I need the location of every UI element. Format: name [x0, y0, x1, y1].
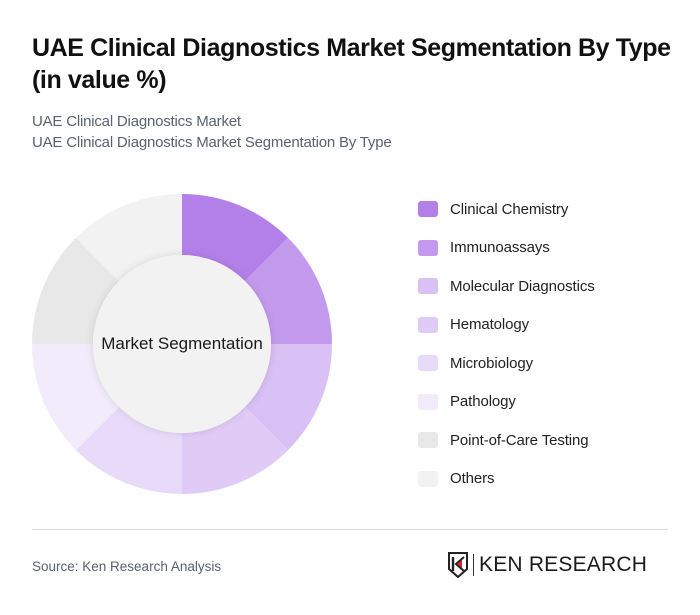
legend-swatch-icon — [418, 278, 438, 294]
legend-label: Microbiology — [450, 354, 533, 372]
legend-item[interactable]: Microbiology — [418, 353, 595, 373]
legend-swatch-icon — [418, 201, 438, 217]
donut-slice[interactable] — [32, 344, 120, 451]
legend-item[interactable]: Others — [418, 469, 595, 489]
legend-swatch-icon — [418, 393, 438, 410]
legend-swatch-icon — [418, 316, 438, 333]
donut-slice[interactable] — [75, 194, 182, 282]
subtitle-market: UAE Clinical Diagnostics Market — [32, 113, 241, 130]
logo-separator — [473, 554, 474, 576]
donut-chart-svg — [32, 194, 332, 494]
legend-swatch-icon — [418, 432, 438, 448]
legend-item[interactable]: Hematology — [418, 315, 595, 335]
donut-slice[interactable] — [32, 237, 120, 344]
legend-label: Molecular Diagnostics — [450, 277, 595, 295]
donut-slice[interactable] — [182, 194, 289, 282]
ken-research-logo: KEN RESEARCH — [447, 552, 647, 578]
legend-label: Hematology — [450, 316, 530, 333]
donut-chart — [32, 194, 332, 494]
legend-item[interactable]: Clinical Chemistry — [418, 199, 595, 219]
logo-text: KEN RESEARCH — [479, 553, 648, 576]
donut-center — [93, 255, 271, 433]
legend-label: Others — [450, 470, 495, 487]
legend-swatch-icon — [418, 355, 438, 371]
legend-label: Point-of-Care Testing — [450, 431, 589, 449]
subtitle-segmentation: UAE Clinical Diagnostics Market Segmenta… — [32, 134, 392, 151]
legend-swatch-icon — [418, 470, 438, 487]
legend-label: Pathology — [450, 393, 516, 410]
legend-item[interactable]: Pathology — [418, 392, 595, 412]
legend-label: Immunoassays — [450, 239, 550, 256]
legend-item[interactable]: Molecular Diagnostics — [418, 276, 595, 296]
donut-slice[interactable] — [182, 406, 289, 494]
legend-swatch-icon — [418, 239, 438, 256]
ken-research-shield-icon — [448, 552, 468, 578]
donut-slice[interactable] — [75, 406, 182, 494]
legend-item[interactable]: Point-of-Care Testing — [418, 430, 595, 450]
legend-item[interactable]: Immunoassays — [418, 238, 595, 258]
chart-title: UAE Clinical Diagnostics Market Segmenta… — [32, 34, 671, 94]
legend-label: Clinical Chemistry — [450, 200, 569, 218]
donut-slice[interactable] — [244, 237, 332, 344]
source-note: Source: Ken Research Analysis — [32, 559, 222, 574]
footer-divider — [32, 529, 668, 530]
donut-slice[interactable] — [244, 344, 332, 451]
legend: Clinical Chemistry Immunoassays Molecula… — [418, 199, 595, 507]
